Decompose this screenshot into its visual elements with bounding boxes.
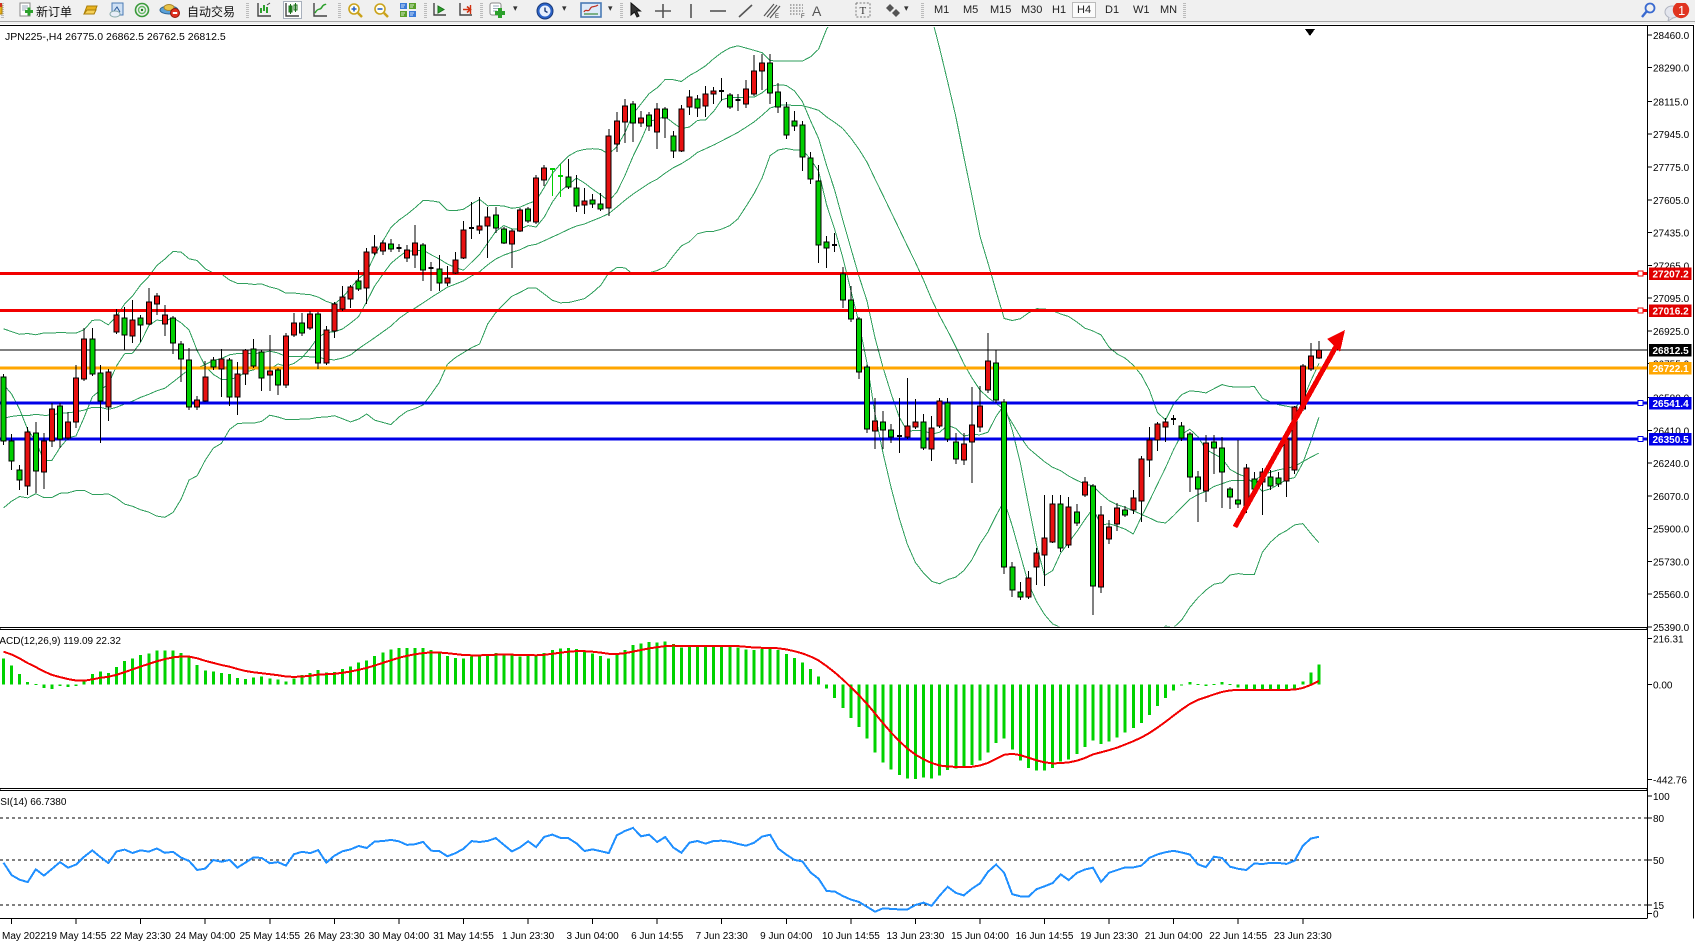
svg-text:25560.0: 25560.0 bbox=[1653, 590, 1690, 601]
svg-text:216.31: 216.31 bbox=[1653, 635, 1684, 646]
svg-text:25730.0: 25730.0 bbox=[1653, 557, 1690, 568]
svg-text:22 Jun 14:55: 22 Jun 14:55 bbox=[1209, 931, 1267, 942]
svg-text:10 Jun 14:55: 10 Jun 14:55 bbox=[822, 931, 880, 942]
svg-text:25 May 14:55: 25 May 14:55 bbox=[239, 931, 300, 942]
svg-text:28290.0: 28290.0 bbox=[1653, 64, 1690, 75]
svg-text:26 May 23:30: 26 May 23:30 bbox=[304, 931, 365, 942]
svg-text:-442.76: -442.76 bbox=[1653, 776, 1687, 787]
svg-text:26812.5: 26812.5 bbox=[1653, 346, 1690, 357]
svg-text:23 Jun 23:30: 23 Jun 23:30 bbox=[1274, 931, 1332, 942]
svg-text:27016.2: 27016.2 bbox=[1653, 307, 1690, 318]
svg-text:15 Jun 04:00: 15 Jun 04:00 bbox=[951, 931, 1009, 942]
svg-text:27207.2: 27207.2 bbox=[1653, 269, 1690, 280]
svg-text:1: 1 bbox=[1678, 3, 1685, 18]
svg-text:T: T bbox=[860, 5, 867, 17]
svg-text:27435.0: 27435.0 bbox=[1653, 229, 1690, 240]
svg-text:26240.0: 26240.0 bbox=[1653, 459, 1690, 470]
svg-text:100: 100 bbox=[1653, 792, 1670, 803]
svg-text:26925.0: 26925.0 bbox=[1653, 327, 1690, 338]
svg-text:E: E bbox=[775, 14, 779, 20]
svg-text:May 2022: May 2022 bbox=[2, 931, 46, 942]
svg-text:26722.1: 26722.1 bbox=[1653, 364, 1690, 375]
svg-text:27605.0: 27605.0 bbox=[1653, 196, 1690, 207]
svg-text:RSI(14) 66.7380: RSI(14) 66.7380 bbox=[0, 797, 67, 808]
svg-text:26350.5: 26350.5 bbox=[1653, 435, 1690, 446]
svg-text:21 Jun 04:00: 21 Jun 04:00 bbox=[1145, 931, 1203, 942]
svg-text:25390.0: 25390.0 bbox=[1653, 623, 1690, 634]
svg-text:JPN225-,H4 26775.0 26862.5 26: JPN225-,H4 26775.0 26862.5 26762.5 26812… bbox=[5, 31, 226, 43]
svg-text:6 Jun 14:55: 6 Jun 14:55 bbox=[631, 931, 684, 942]
svg-text:26070.0: 26070.0 bbox=[1653, 492, 1690, 503]
svg-text:30 May 04:00: 30 May 04:00 bbox=[369, 931, 430, 942]
svg-text:27945.0: 27945.0 bbox=[1653, 130, 1690, 141]
svg-text:13 Jun 23:30: 13 Jun 23:30 bbox=[886, 931, 944, 942]
svg-text:0.00: 0.00 bbox=[1653, 680, 1673, 691]
svg-text:28460.0: 28460.0 bbox=[1653, 31, 1690, 42]
svg-text:16 Jun 14:55: 16 Jun 14:55 bbox=[1016, 931, 1074, 942]
svg-text:27095.0: 27095.0 bbox=[1653, 294, 1690, 305]
svg-text:80: 80 bbox=[1653, 814, 1665, 825]
svg-text:26541.4: 26541.4 bbox=[1653, 399, 1690, 410]
svg-text:27775.0: 27775.0 bbox=[1653, 163, 1690, 174]
svg-text:0: 0 bbox=[1653, 910, 1659, 921]
svg-text:F: F bbox=[801, 14, 805, 20]
svg-text:26410.0: 26410.0 bbox=[1653, 426, 1690, 437]
svg-text:50: 50 bbox=[1653, 856, 1665, 867]
svg-text:3 Jun 04:00: 3 Jun 04:00 bbox=[566, 931, 619, 942]
svg-text:19 May 14:55: 19 May 14:55 bbox=[46, 931, 107, 942]
svg-text:22 May 23:30: 22 May 23:30 bbox=[110, 931, 171, 942]
svg-text:7 Jun 23:30: 7 Jun 23:30 bbox=[696, 931, 749, 942]
svg-text:25900.0: 25900.0 bbox=[1653, 525, 1690, 536]
svg-text:24 May 04:00: 24 May 04:00 bbox=[175, 931, 236, 942]
svg-text:27265.0: 27265.0 bbox=[1653, 261, 1690, 272]
svg-text:15: 15 bbox=[1653, 901, 1665, 912]
svg-text:1 Jun 23:30: 1 Jun 23:30 bbox=[502, 931, 555, 942]
svg-text:31 May 14:55: 31 May 14:55 bbox=[433, 931, 494, 942]
svg-text:19 Jun 23:30: 19 Jun 23:30 bbox=[1080, 931, 1138, 942]
svg-text:MACD(12,26,9) 119.09 22.32: MACD(12,26,9) 119.09 22.32 bbox=[0, 636, 121, 647]
svg-text:9 Jun 04:00: 9 Jun 04:00 bbox=[760, 931, 813, 942]
svg-text:28115.0: 28115.0 bbox=[1653, 97, 1689, 108]
